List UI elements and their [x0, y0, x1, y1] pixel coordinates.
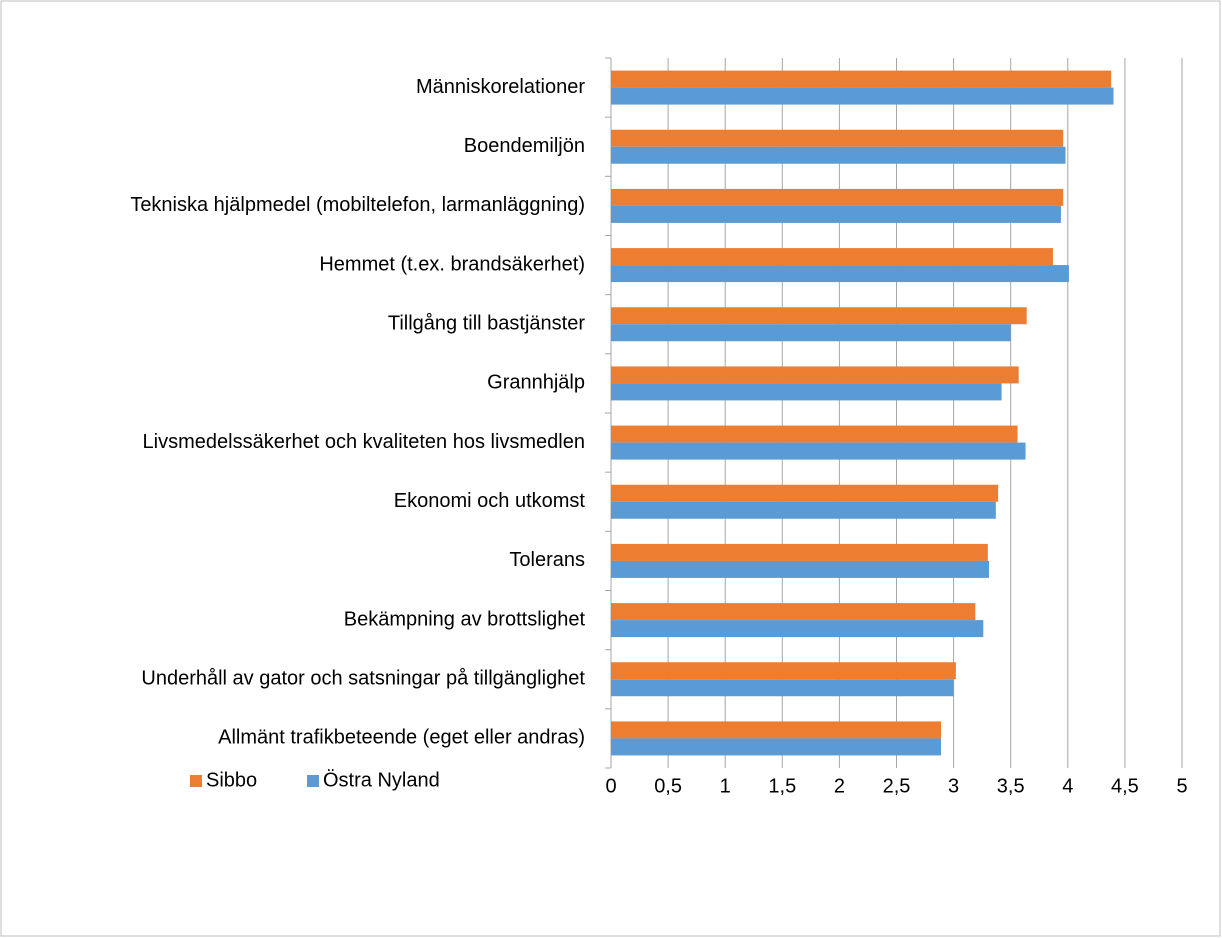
y-tick-label: Boendemiljön [464, 135, 585, 157]
legend-swatch [190, 775, 202, 787]
legend-label: Östra Nyland [323, 769, 440, 791]
y-tick-label: Människorelationer [416, 76, 585, 98]
y-tick-label: Ekonomi och utkomst [394, 490, 586, 512]
bar [611, 366, 1019, 384]
bar [611, 484, 999, 502]
bar [611, 662, 956, 680]
x-tick-label: 3 [948, 775, 959, 797]
x-tick-label: 1 [720, 775, 731, 797]
x-tick-label: 3,5 [997, 775, 1025, 797]
bar [611, 265, 1069, 283]
x-tick-label: 0,5 [654, 775, 682, 797]
bar [611, 501, 996, 519]
bar [611, 205, 1061, 223]
y-tick-label: Tolerans [509, 549, 585, 571]
bar [611, 307, 1027, 325]
y-tick-label: Allmänt trafikbeteende (eget eller andra… [218, 727, 585, 749]
bar [611, 543, 988, 561]
bar [611, 383, 1002, 401]
bar [611, 129, 1064, 147]
legend-swatch [307, 775, 319, 787]
y-tick-label: Grannhjälp [487, 372, 585, 394]
x-tick-label: 2,5 [883, 775, 911, 797]
bar [611, 679, 954, 697]
y-tick-label: Livsmedelssäkerhet och kvaliteten hos li… [143, 431, 585, 453]
bar [611, 87, 1114, 105]
bar [611, 738, 942, 756]
y-tick-label: Tekniska hjälpmedel (mobiltelefon, larma… [130, 194, 585, 216]
x-tick-label: 4 [1062, 775, 1073, 797]
x-tick-label: 5 [1176, 775, 1187, 797]
x-tick-label: 0 [605, 775, 616, 797]
bar [611, 620, 984, 638]
y-tick-label: Tillgång till bastjänster [388, 313, 585, 335]
y-tick-label: Hemmet (t.ex. brandsäkerhet) [319, 253, 585, 275]
y-tick-label: Underhåll av gator och satsningar på til… [141, 668, 585, 690]
y-tick-label: Bekämpning av brottslighet [344, 608, 586, 630]
legend-label: Sibbo [206, 769, 257, 791]
bar [611, 324, 1011, 342]
x-tick-label: 4,5 [1111, 775, 1139, 797]
bar [611, 603, 976, 621]
x-tick-label: 1,5 [768, 775, 796, 797]
bar [611, 442, 1026, 460]
x-tick-label: 2 [834, 775, 845, 797]
bar [611, 146, 1066, 164]
bar [611, 425, 1018, 443]
bar [611, 721, 942, 739]
bar [611, 70, 1112, 88]
bar [611, 248, 1053, 266]
bar [611, 560, 990, 578]
bar [611, 188, 1064, 206]
